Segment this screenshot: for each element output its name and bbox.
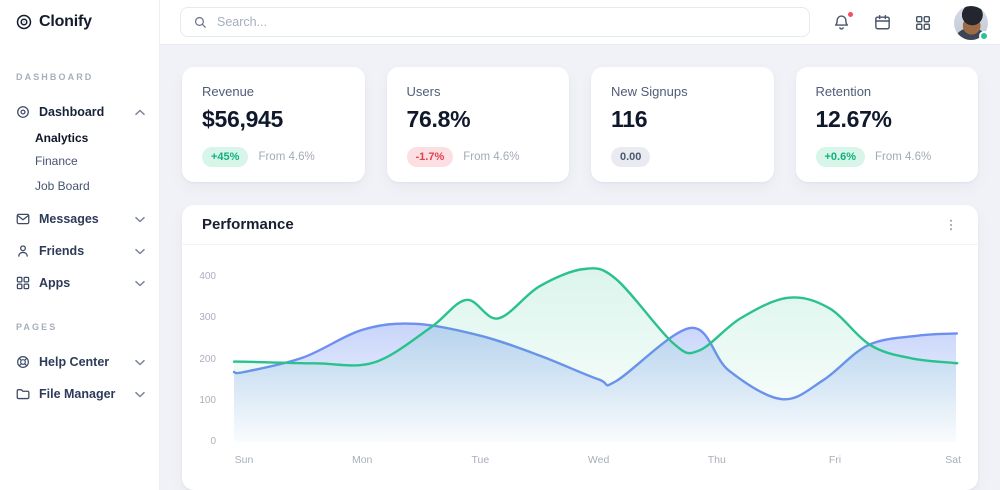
chevron-down-icon <box>135 391 145 398</box>
stat-value: 76.8% <box>406 106 471 132</box>
sidebar-item-apps[interactable]: Apps <box>15 272 149 294</box>
search-icon <box>193 15 208 30</box>
stat-card-new-signups: New Signups 116 0.00 <box>591 67 774 182</box>
stat-change-badge: +45% <box>202 147 249 167</box>
stat-change-badge: -1.7% <box>406 147 454 167</box>
stat-title: Revenue <box>202 84 255 99</box>
x-axis-label: Mon <box>351 454 373 466</box>
stat-card-retention: Retention 12.67% +0.6% From 4.6% <box>795 67 978 182</box>
stat-value: 12.67% <box>815 106 893 132</box>
stat-value: 116 <box>611 106 648 132</box>
stat-title: Users <box>406 84 441 99</box>
topbar <box>160 0 1000 45</box>
sidebar-item-label: Messages <box>39 212 99 226</box>
apps-icon <box>15 275 31 291</box>
friends-icon <box>15 243 31 259</box>
sidebar-item-file-manager[interactable]: File Manager <box>15 383 149 405</box>
x-axis-label: Wed <box>587 454 610 466</box>
stat-note: From 4.6% <box>875 151 932 163</box>
stat-change-badge: +0.6% <box>815 147 865 167</box>
sidebar-item-label: Apps <box>39 276 71 290</box>
messages-icon <box>15 211 31 227</box>
brand-logo[interactable]: Clonify <box>15 12 92 32</box>
x-axis-label: Sat <box>945 454 962 466</box>
stat-title: New Signups <box>611 84 688 99</box>
sidebar-item-label: Friends <box>39 244 85 258</box>
bell-icon[interactable] <box>832 11 854 32</box>
chevron-down-icon <box>135 359 145 366</box>
chevron-down-icon <box>135 280 145 287</box>
stat-card-users: Users 76.8% -1.7% From 4.6% <box>386 67 569 182</box>
sidebar-item-help-center[interactable]: Help Center <box>15 351 149 373</box>
performance-title: Performance <box>202 216 294 233</box>
sidebar-item-label: Help Center <box>39 355 110 369</box>
topbar-actions <box>832 0 989 45</box>
y-axis-tick-label: 300 <box>199 312 216 324</box>
sidebar-subitem-job-board[interactable]: Job Board <box>35 179 90 193</box>
sidebar-section-pages: PAGES <box>16 322 58 332</box>
search-input[interactable] <box>217 15 809 29</box>
stat-note: From 4.6% <box>463 151 520 163</box>
stat-cards-row: Revenue $56,945 +45% From 4.6% Users 76.… <box>182 67 978 182</box>
dashboard-icon <box>15 104 31 120</box>
stat-card-revenue: Revenue $56,945 +45% From 4.6% <box>182 67 365 182</box>
sidebar: Clonify DASHBOARD Dashboard Analytics Fi… <box>0 0 160 490</box>
notification-dot <box>847 11 854 18</box>
sidebar-item-label: Dashboard <box>39 105 105 119</box>
sidebar-subitem-finance[interactable]: Finance <box>35 154 78 168</box>
x-axis-label: Thu <box>707 454 726 466</box>
performance-chart: 0 100 200 300 400 Sun Mon Tue Wed Thu Fri Sat <box>182 245 978 490</box>
apps-grid-icon[interactable] <box>914 14 932 32</box>
x-axis-label: Fri <box>828 454 842 466</box>
performance-card: Performance 0 100 200 300 400 Sun Mon Tue Wed Thu… <box>182 205 978 490</box>
calendar-icon[interactable] <box>873 13 892 32</box>
sidebar-section-dashboard: DASHBOARD <box>16 72 94 82</box>
chevron-down-icon <box>135 216 145 223</box>
chevron-up-icon <box>135 109 145 116</box>
sidebar-item-friends[interactable]: Friends <box>15 240 149 262</box>
series-green-area <box>234 268 958 442</box>
y-axis-tick-label: 400 <box>199 271 216 283</box>
series-green-line <box>232 267 959 367</box>
performance-header: Performance <box>182 205 978 245</box>
sidebar-item-dashboard[interactable]: Dashboard <box>15 101 149 123</box>
chevron-down-icon <box>135 248 145 255</box>
y-axis-tick-label: 200 <box>199 353 216 365</box>
sidebar-item-label: File Manager <box>39 387 116 401</box>
search-box <box>180 7 810 37</box>
help-center-icon <box>15 354 31 370</box>
stat-note: From 4.6% <box>258 151 315 163</box>
performance-area-chart <box>232 267 959 442</box>
kebab-icon[interactable] <box>940 213 962 237</box>
sidebar-item-messages[interactable]: Messages <box>15 208 149 230</box>
online-status-dot <box>979 30 989 41</box>
clonify-logo-icon <box>15 13 33 31</box>
x-axis-label: Sun <box>234 454 254 466</box>
avatar[interactable] <box>954 5 989 41</box>
x-axis-label: Tue <box>471 454 490 466</box>
sidebar-subitem-analytics[interactable]: Analytics <box>35 131 89 145</box>
stat-change-badge: 0.00 <box>611 147 651 167</box>
stat-value: $56,945 <box>202 106 284 132</box>
file-manager-icon <box>15 386 31 402</box>
stat-title: Retention <box>815 84 872 99</box>
brand-name: Clonify <box>39 13 92 30</box>
y-axis-tick-label: 100 <box>199 394 216 406</box>
y-axis-tick-label: 0 <box>210 436 216 447</box>
